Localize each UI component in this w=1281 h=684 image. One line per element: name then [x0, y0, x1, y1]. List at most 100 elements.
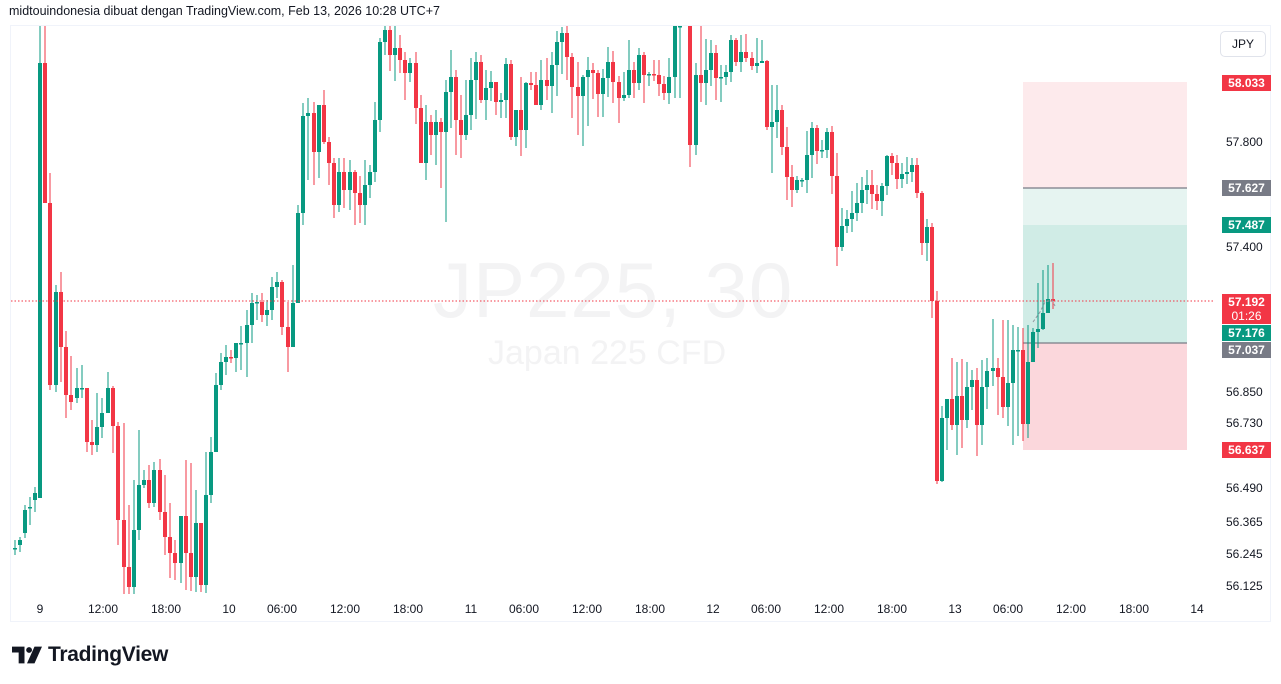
- candle-body: [358, 193, 362, 205]
- candle-body: [48, 203, 52, 385]
- candle-body: [632, 70, 636, 83]
- candle-body: [322, 105, 326, 142]
- time-tick: 18:00: [392, 602, 424, 616]
- candle-body: [280, 282, 284, 327]
- time-tick: 12:00: [87, 602, 119, 616]
- candle-body: [810, 128, 814, 155]
- candle-body: [850, 213, 854, 219]
- position-tool[interactable]: [1023, 82, 1187, 450]
- candle-body: [1011, 350, 1015, 383]
- time-tick: 11: [464, 602, 478, 616]
- candle-body: [414, 63, 418, 108]
- candle-body: [1046, 299, 1050, 313]
- candle-body: [265, 310, 269, 315]
- candle-body: [38, 63, 42, 498]
- candle-body: [519, 110, 523, 130]
- candle-body: [662, 84, 666, 93]
- candle-body: [18, 540, 22, 545]
- candle-body: [403, 60, 407, 73]
- candle-body: [652, 74, 656, 76]
- candle-body: [13, 548, 17, 550]
- candle-body: [245, 325, 249, 343]
- candle-body: [479, 62, 483, 100]
- candle-body: [920, 193, 924, 243]
- time-tick: 12: [706, 602, 720, 616]
- candle-body: [805, 155, 809, 180]
- candles: [13, 26, 1055, 594]
- price-tick: 56.245: [1226, 547, 1263, 561]
- candle-body: [667, 77, 671, 93]
- candle-body: [317, 105, 321, 152]
- candle-body: [996, 368, 1000, 377]
- candle-body: [576, 87, 580, 96]
- time-tick: 06:00: [266, 602, 298, 616]
- candle-body: [474, 62, 478, 80]
- candle-body: [514, 110, 518, 137]
- candle-body: [890, 156, 894, 163]
- candle-body: [560, 33, 564, 42]
- candle-body: [755, 63, 759, 66]
- candle-body: [464, 115, 468, 135]
- candle-body: [353, 172, 357, 193]
- candle-body: [545, 80, 549, 86]
- candle-body: [189, 553, 193, 577]
- candle-body: [342, 172, 346, 190]
- candle-body: [100, 413, 104, 427]
- candle-body: [991, 368, 995, 371]
- candle-body: [494, 82, 498, 102]
- take-profit-label: 56.637: [1222, 442, 1271, 458]
- candle-body: [688, 26, 692, 145]
- candle-body: [179, 516, 183, 563]
- candle-body: [770, 122, 774, 127]
- candle-body: [719, 77, 723, 79]
- candle-body: [529, 83, 533, 85]
- candle-body: [930, 227, 934, 301]
- time-tick: 18:00: [876, 602, 908, 616]
- candle-body: [54, 292, 58, 385]
- candle-body: [699, 75, 703, 83]
- candle-body: [765, 61, 769, 127]
- candle-body: [33, 493, 37, 500]
- candle-body: [43, 63, 47, 203]
- candle-body: [534, 85, 538, 105]
- candle-body: [327, 142, 331, 163]
- candle-body: [163, 512, 167, 537]
- tradingview-logo-text: TradingView: [48, 643, 169, 666]
- time-tick: 18:00: [634, 602, 666, 616]
- candle-body: [591, 70, 595, 73]
- time-tick: 18:00: [1118, 602, 1150, 616]
- candle-body: [296, 213, 300, 303]
- tradingview-logo[interactable]: TradingView: [12, 643, 168, 667]
- bar-countdown: 01:26: [1231, 309, 1262, 323]
- currency-button[interactable]: JPY: [1220, 31, 1266, 57]
- candle-body: [116, 426, 120, 520]
- time-tick: 14: [1190, 602, 1204, 616]
- time-tick: 12:00: [329, 602, 361, 616]
- candle-body: [419, 108, 423, 163]
- candle-body: [596, 73, 600, 94]
- candle-body: [434, 122, 438, 135]
- candle-body: [499, 100, 503, 102]
- candle-body: [935, 301, 939, 481]
- candle-body: [775, 110, 779, 122]
- candle-body: [790, 177, 794, 190]
- candle-body: [637, 55, 641, 83]
- candle-body: [168, 537, 172, 553]
- profit-zone: [1023, 225, 1187, 343]
- candle-body: [960, 396, 964, 420]
- candle-body: [945, 399, 949, 418]
- price-tick: 56.125: [1226, 579, 1263, 593]
- time-tick: 06:00: [750, 602, 782, 616]
- candle-body: [469, 80, 473, 115]
- candle-body: [424, 122, 428, 163]
- candle-body: [85, 388, 89, 442]
- candle-body: [729, 40, 733, 72]
- candle-body: [1026, 362, 1030, 424]
- candle-body: [260, 302, 264, 315]
- candle-body: [199, 523, 203, 585]
- price-tick: 56.850: [1226, 385, 1263, 399]
- candle-body: [127, 567, 131, 587]
- candle-body: [28, 507, 32, 509]
- candle-body: [332, 163, 336, 205]
